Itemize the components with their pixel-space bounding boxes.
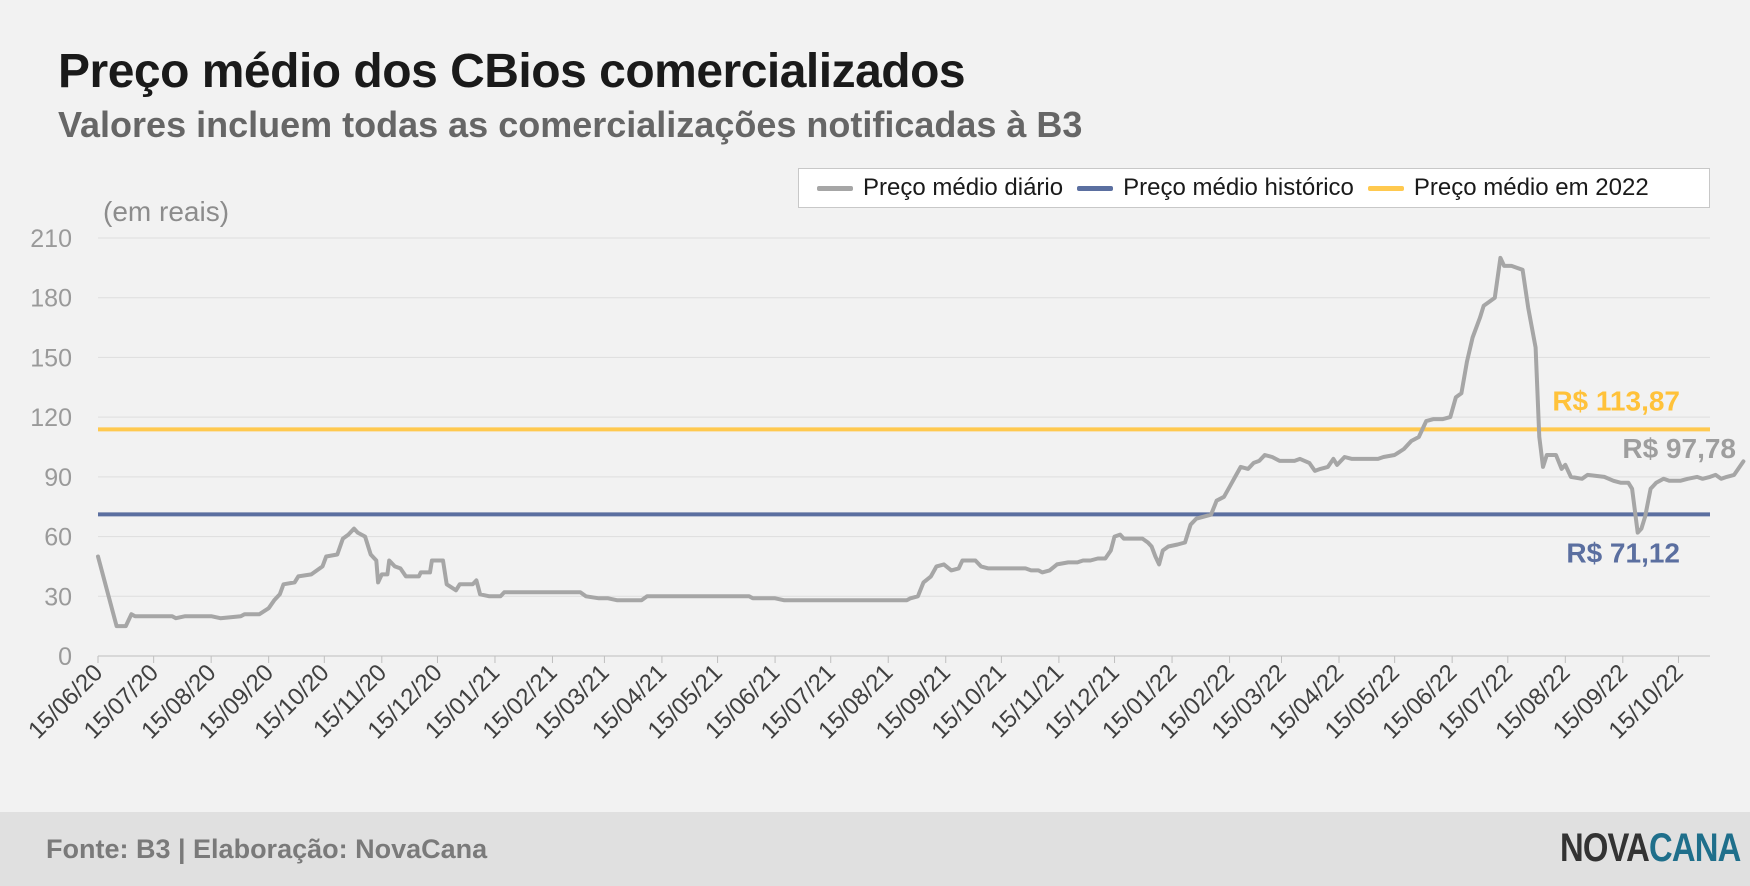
y-tick-label: 60 xyxy=(44,524,72,552)
y-tick-label: 150 xyxy=(30,344,72,372)
legend-item-2022: Preço médio em 2022 xyxy=(1367,174,1649,202)
daily-price-line xyxy=(96,255,1746,629)
legend-label-daily: Preço médio diário xyxy=(863,174,1064,201)
source-credit: Fonte: B3 | Elaboração: NovaCana xyxy=(46,834,488,864)
y-tick-label: 0 xyxy=(58,643,72,671)
y-tick-label: 30 xyxy=(44,583,72,611)
legend-swatch-daily xyxy=(817,185,853,191)
y-tick-label: 120 xyxy=(30,404,72,432)
logo-part-cana: CANA xyxy=(1649,826,1741,870)
y-axis-units-label: (em reais) xyxy=(103,196,230,227)
legend-swatch-2022 xyxy=(1367,185,1404,191)
novacana-logo: NOVACANA xyxy=(1560,826,1741,871)
chart-annotations: R$ 113,87 R$ 71,12 R$ 97,78 xyxy=(1552,385,1736,568)
footer-bar: Fonte: B3 | Elaboração: NovaCana NOVACAN… xyxy=(0,812,1750,886)
y-axis-ticks: 0 30 60 90 120 150 180 210 xyxy=(30,225,72,671)
x-axis-ticks: 15/06/2015/07/2015/08/2015/09/2015/10/20… xyxy=(23,656,1689,744)
y-tick-label: 180 xyxy=(30,285,72,313)
annotation-historical-average: R$ 71,12 xyxy=(1566,537,1680,568)
annotation-last-price: R$ 97,78 xyxy=(1622,433,1736,464)
chart-legend: Preço médio diário Preço médio histórico… xyxy=(798,168,1710,208)
y-tick-label: 90 xyxy=(44,464,72,492)
chart-lines xyxy=(96,255,1746,629)
chart-subtitle: Valores incluem todas as comercializaçõe… xyxy=(58,104,1083,145)
annotation-2022-average: R$ 113,87 xyxy=(1552,385,1680,416)
logo-part-nova: NOVA xyxy=(1560,826,1650,870)
chart-grid xyxy=(98,237,1710,657)
legend-item-historical: Preço médio histórico xyxy=(1077,174,1354,202)
legend-swatch-historical xyxy=(1077,185,1114,191)
legend-item-daily: Preço médio diário xyxy=(817,174,1063,202)
legend-label-historical: Preço médio histórico xyxy=(1123,174,1354,201)
chart-title: Preço médio dos CBios comercializados xyxy=(58,45,966,98)
line-chart: 0 30 60 90 120 150 180 210 15/06/2015/07/2015/0… xyxy=(23,225,1746,744)
legend-label-2022: Preço médio em 2022 xyxy=(1413,174,1649,201)
y-tick-label: 210 xyxy=(30,225,72,253)
